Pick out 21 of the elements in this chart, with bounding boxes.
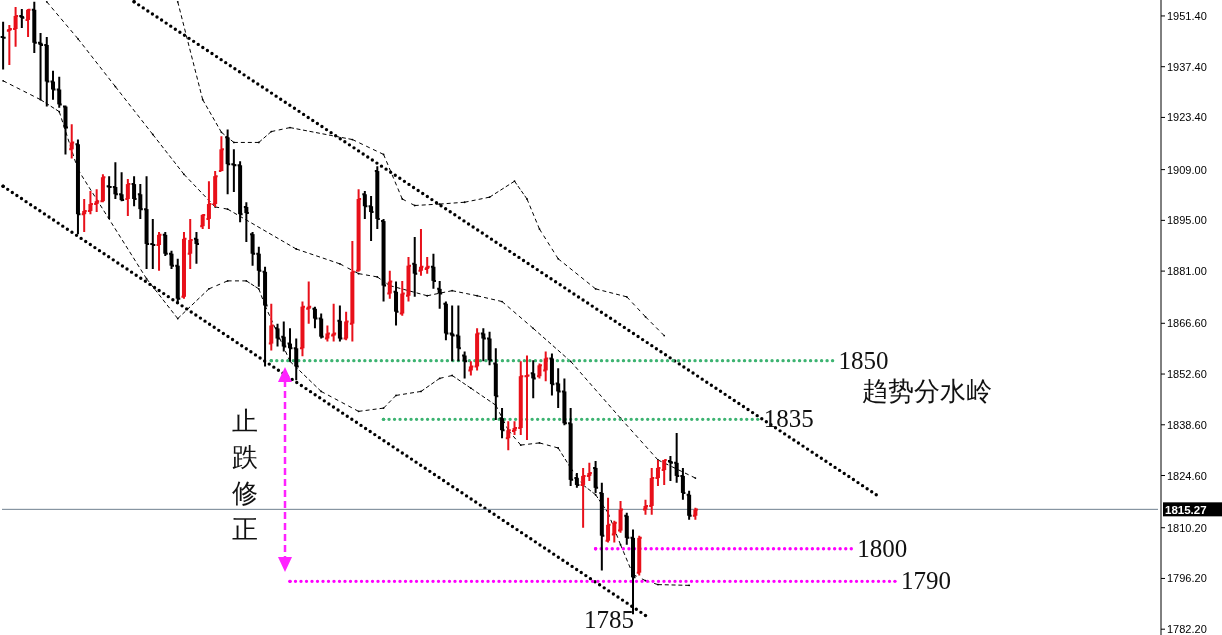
- y-tick-label: 1895.00: [1167, 214, 1207, 227]
- annotation: 止跌修正: [232, 406, 258, 544]
- series-label: 1835: [763, 405, 814, 433]
- y-tick-label: 1838.60: [1167, 418, 1207, 431]
- y-tick-label: 1866.60: [1167, 317, 1207, 330]
- y-tick-label: 1923.40: [1167, 111, 1207, 124]
- y-tick-label: 1909.00: [1167, 163, 1207, 176]
- y-tick-label: 1937.40: [1167, 60, 1207, 73]
- series-label: 1790: [900, 567, 951, 595]
- annotation: 1785: [584, 606, 634, 633]
- y-tick-label: 1782.20: [1167, 623, 1207, 635]
- y-tick-label: 1951.40: [1167, 9, 1207, 22]
- series-label: 1800: [857, 534, 908, 562]
- y-tick-label: 1824.60: [1167, 469, 1207, 482]
- series-label: 1850: [838, 346, 889, 374]
- y-tick-label: 1852.60: [1167, 368, 1207, 381]
- y-tick-label: 1810.20: [1167, 521, 1207, 534]
- y-tick-label: 1881.00: [1167, 265, 1207, 278]
- ref-line-label: 1815.27: [1165, 503, 1207, 516]
- annotation: 趋势分水岭: [862, 376, 992, 406]
- y-tick-label: 1796.20: [1167, 572, 1207, 585]
